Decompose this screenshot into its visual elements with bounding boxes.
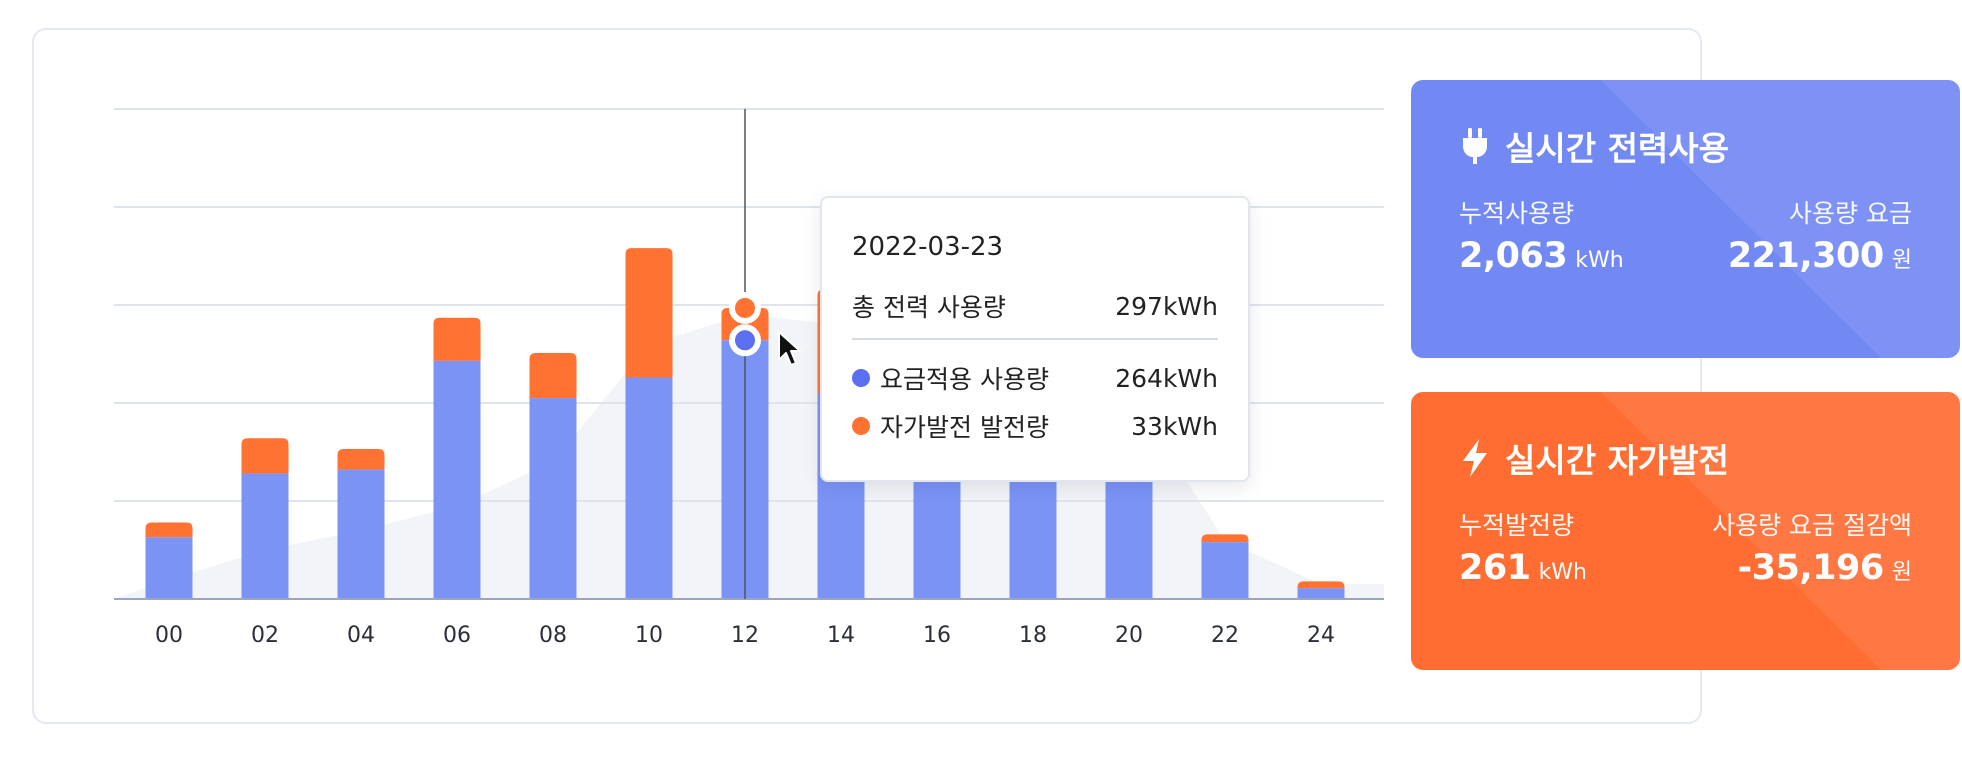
bar-generation-02: [241, 438, 289, 474]
tooltip-total-label: 총 전력 사용량: [852, 293, 1006, 322]
card-sheen: [1601, 392, 1960, 670]
x-tick-label: 14: [827, 623, 855, 648]
tooltip-usage-row: 요금적용 사용량 264kWh: [852, 360, 1218, 396]
x-tick-label: 04: [347, 623, 375, 648]
x-tick-label: 08: [539, 623, 567, 648]
bar-usage-00: [145, 537, 193, 599]
x-tick-label: 00: [155, 623, 183, 648]
bar-generation-22: [1201, 534, 1249, 543]
fee-savings-label: 사용량 요금 절감액: [1712, 511, 1912, 540]
tooltip-total-value: 297kWh: [1115, 291, 1218, 321]
mouse-cursor-icon: [778, 331, 801, 366]
generation-dot-icon: [852, 417, 870, 435]
bar-generation-06: [433, 317, 481, 361]
cumulative-usage-label: 누적사용량: [1459, 199, 1575, 228]
realtime-usage-card: 실시간 전력사용 누적사용량 사용량 요금 2,063 kWh 221,300 원: [1411, 80, 1960, 358]
bar-usage-04: [337, 469, 385, 599]
usage-marker: [729, 324, 761, 357]
bar-generation-24: [1297, 581, 1345, 589]
cumulative-usage-value: 2,063: [1459, 236, 1568, 276]
plug-icon: [1463, 128, 1487, 164]
x-tick-label: 16: [923, 623, 951, 648]
usage-fee-label: 사용량 요금: [1789, 199, 1912, 228]
usage-dot-icon: [852, 369, 870, 387]
generation-card-title: 실시간 자가발전: [1505, 441, 1730, 480]
usage-card-title: 실시간 전력사용: [1505, 129, 1730, 168]
x-tick-label: 02: [251, 623, 279, 648]
usage-fee-value: 221,300: [1727, 236, 1884, 276]
tooltip-date: 2022-03-23: [852, 232, 1004, 262]
bar-usage-22: [1201, 542, 1249, 599]
bar-usage-24: [1297, 588, 1345, 599]
x-tick-label: 18: [1019, 623, 1047, 648]
x-tick-label: 24: [1307, 623, 1335, 648]
card-sheen: [1601, 80, 1960, 358]
fee-savings-unit: 원: [1891, 560, 1912, 585]
bar-generation-00: [145, 522, 193, 538]
cumulative-usage-unit: kWh: [1575, 248, 1624, 273]
cumulative-generation-value: 261: [1459, 548, 1531, 588]
total-marker: [729, 291, 761, 324]
tooltip-generation-row: 자가발전 발전량 33kWh: [852, 408, 1218, 444]
usage-fee-unit: 원: [1891, 248, 1912, 273]
bar-usage-10: [625, 377, 673, 599]
tooltip-total-row: 총 전력 사용량 297kWh: [852, 288, 1218, 340]
bar-usage-08: [529, 398, 577, 599]
bar-generation-04: [337, 449, 385, 470]
x-tick-label: 06: [443, 623, 471, 648]
fee-savings-value: -35,196: [1737, 548, 1885, 588]
x-tick-label: 20: [1115, 623, 1143, 648]
x-tick-label: 10: [635, 623, 663, 648]
bar-usage-06: [433, 360, 481, 599]
x-tick-label: 22: [1211, 623, 1239, 648]
tooltip-usage-label: 요금적용 사용량: [880, 365, 1049, 394]
realtime-generation-card: 실시간 자가발전 누적발전량 사용량 요금 절감액 261 kWh -35,196…: [1411, 392, 1960, 670]
lightning-icon: [1463, 439, 1487, 477]
tooltip-generation-value: 33kWh: [1131, 411, 1218, 441]
bar-generation-08: [529, 353, 577, 399]
bar-usage-02: [241, 473, 289, 599]
tooltip-usage-value: 264kWh: [1115, 363, 1218, 393]
chart-tooltip: 2022-03-23 총 전력 사용량 297kWh 요금적용 사용량 264k…: [820, 196, 1250, 482]
cumulative-generation-label: 누적발전량: [1459, 511, 1575, 540]
x-tick-label: 12: [731, 623, 759, 648]
tooltip-generation-label: 자가발전 발전량: [880, 413, 1049, 442]
cumulative-generation-unit: kWh: [1538, 560, 1587, 585]
bar-generation-10: [625, 248, 673, 378]
